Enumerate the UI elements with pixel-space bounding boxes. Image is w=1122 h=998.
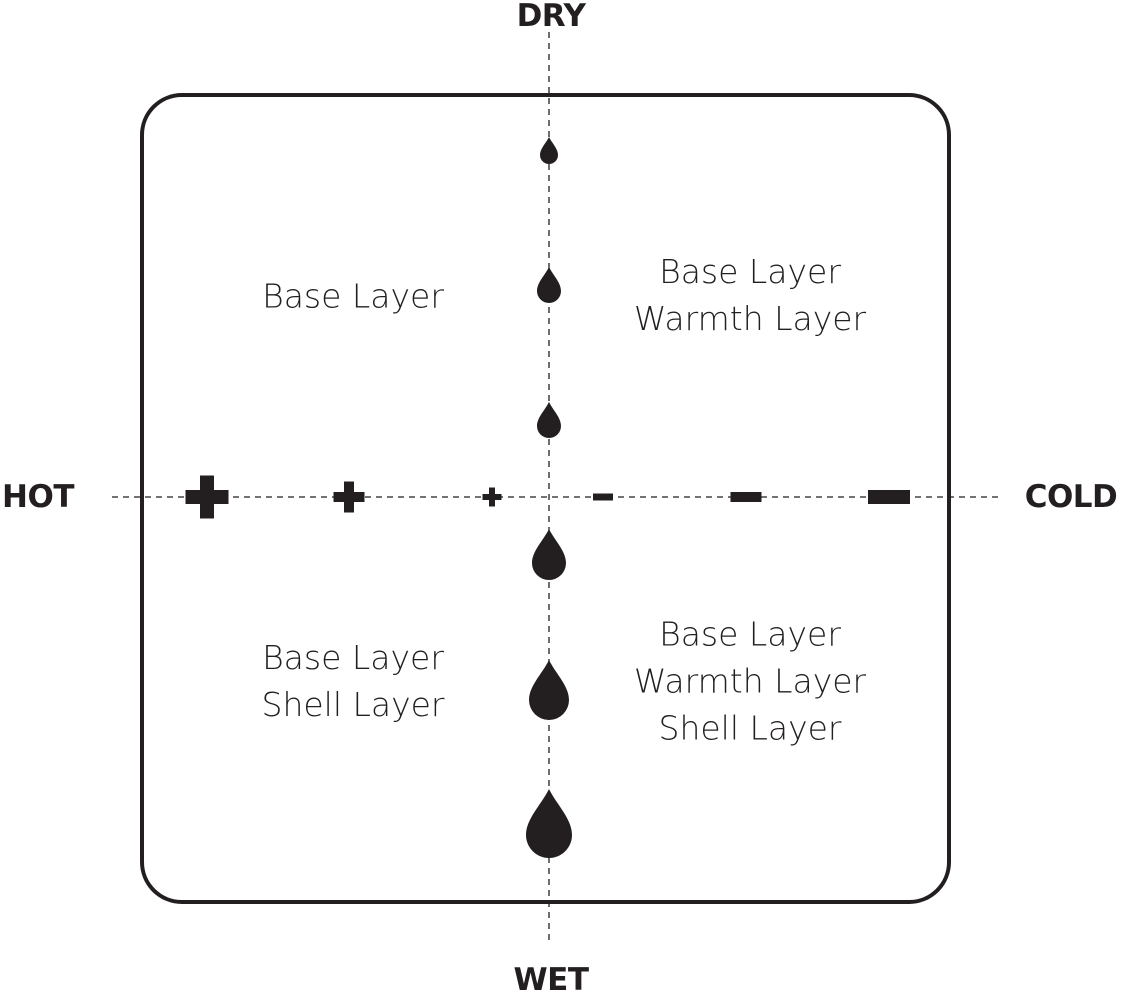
minus-icon [868, 490, 910, 504]
water-drop-icon [537, 267, 561, 303]
layer-label: Base Layer [262, 638, 444, 677]
minus-icon [593, 493, 613, 501]
quadrant-cold-dry: Base Layer Warmth Layer [634, 248, 866, 342]
layer-label: Warmth Layer [633, 299, 867, 338]
water-drop-icon [537, 402, 561, 438]
layer-label: Base Layer [659, 252, 841, 291]
water-drop-icon [540, 137, 558, 164]
plus-icon [185, 475, 229, 519]
quadrant-cold-wet: Base Layer Warmth Layer Shell Layer [634, 611, 866, 752]
layer-label: Base Layer [262, 276, 444, 316]
layer-label: Warmth Layer [633, 661, 867, 701]
axis-label-dry: DRY [516, 0, 586, 34]
frame [140, 93, 951, 904]
plus-icon [333, 481, 365, 513]
minus-icon [730, 492, 762, 502]
axis-label-wet: WET [513, 962, 589, 998]
axis-label-hot: HOT [2, 479, 74, 515]
axis-label-cold: COLD [1024, 479, 1118, 515]
layer-label: Shell Layer [261, 685, 445, 724]
layer-label: Base Layer [659, 614, 841, 654]
water-drop-icon [526, 789, 572, 858]
layer-label: Shell Layer [658, 708, 842, 748]
quadrant-hot-dry: Base Layer [262, 273, 444, 320]
quadrant-hot-wet: Base Layer Shell Layer [262, 634, 445, 728]
water-drop-icon [529, 660, 569, 720]
plus-icon [482, 487, 502, 507]
water-drop-icon [532, 529, 566, 580]
